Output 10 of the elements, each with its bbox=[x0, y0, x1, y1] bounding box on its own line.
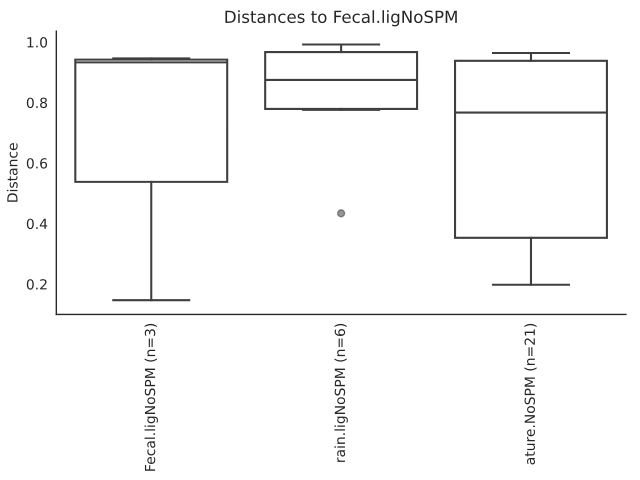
x-tick-label: Fecal.ligNoSPM (n=3) bbox=[144, 324, 158, 471]
y-tick-label: 0.2 bbox=[26, 279, 47, 290]
y-axis-title: Distance bbox=[6, 143, 18, 202]
y-tick-label: 1.0 bbox=[27, 37, 48, 48]
y-tick-label: 0.6 bbox=[26, 158, 48, 169]
x-tick-label: rain.ligNoSPM (n=6) bbox=[334, 324, 348, 462]
y-tick-label: 0.4 bbox=[26, 218, 48, 230]
x-tick-label: ature.NoSPM (n=21) bbox=[524, 324, 537, 464]
chart-title: Distances to Fecal.ligNoSPM bbox=[225, 10, 457, 26]
y-tick-label: 0.8 bbox=[26, 98, 48, 108]
